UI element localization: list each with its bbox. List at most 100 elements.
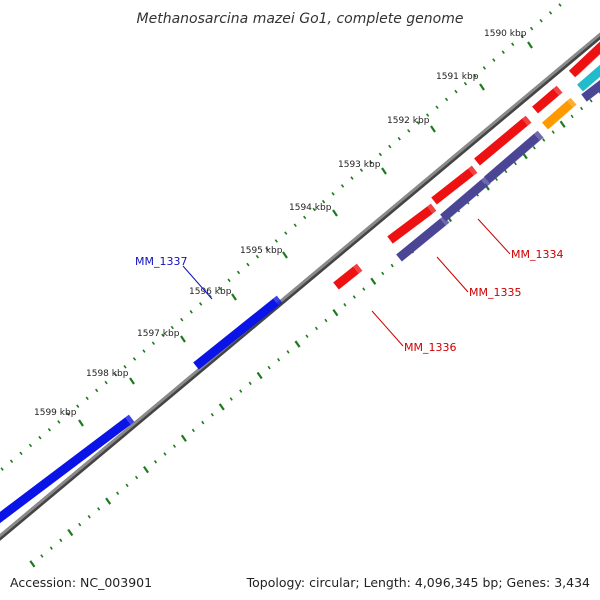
minor-tick — [104, 380, 108, 385]
minor-tick — [229, 397, 233, 401]
gene-forward-1[interactable] — [0, 414, 135, 529]
minor-tick — [49, 546, 53, 550]
minor-tick — [425, 113, 430, 117]
minor-tick — [589, 98, 593, 103]
minor-tick — [548, 11, 553, 15]
tick-label: 1599 kbp — [34, 408, 77, 418]
minor-tick — [246, 262, 250, 267]
gene-red-4[interactable] — [532, 85, 563, 114]
gene-features — [0, 37, 600, 529]
minor-tick — [76, 404, 80, 408]
accession-text: Accession: NC_003901 — [10, 575, 152, 590]
minor-tick — [435, 105, 439, 110]
minor-tick — [85, 396, 89, 401]
major-tick — [370, 277, 377, 285]
minor-tick — [303, 215, 307, 220]
minor-tick — [38, 435, 42, 440]
minor-tick — [217, 286, 222, 290]
gene-orange[interactable] — [542, 97, 577, 130]
gene-red-3[interactable] — [474, 115, 532, 166]
minor-tick — [47, 427, 52, 432]
minor-tick — [66, 412, 70, 416]
minor-tick — [340, 184, 345, 188]
minor-tick — [277, 358, 281, 362]
minor-tick — [210, 412, 214, 417]
minor-tick — [95, 388, 99, 393]
minor-tick — [473, 74, 477, 78]
major-tick — [180, 434, 187, 442]
minor-tick — [125, 483, 129, 488]
minor-tick — [151, 341, 156, 346]
gene-purple-2[interactable] — [440, 176, 491, 222]
tick-labels: 1590 kbp 1591 kbp 1592 kbp 1593 kbp 1594 kbp… — [34, 29, 527, 418]
gene-red-5[interactable] — [568, 37, 600, 78]
minor-tick — [390, 263, 394, 268]
major-tick — [332, 309, 339, 317]
minor-tick — [343, 303, 347, 307]
gene-mm-1336[interactable] — [333, 263, 363, 290]
minor-tick — [580, 106, 584, 111]
label-connectors — [182, 218, 511, 347]
gene-cyan[interactable] — [577, 56, 600, 92]
gene-mm-1335[interactable] — [396, 215, 450, 262]
major-tick — [381, 167, 387, 175]
minor-tick — [352, 295, 356, 299]
gene-label-mm-1334[interactable]: MM_1334 — [511, 248, 563, 261]
minor-tick — [542, 138, 546, 142]
minor-tick — [267, 365, 271, 370]
major-tick — [294, 340, 301, 348]
tick-label: 1592 kbp — [387, 116, 430, 126]
tick-label: 1591 kbp — [436, 72, 479, 82]
minor-tick — [199, 302, 203, 306]
major-tick — [282, 251, 288, 259]
minor-tick — [19, 451, 23, 456]
major-tick — [256, 371, 263, 380]
tick-label: 1594 kbp — [289, 203, 332, 213]
minor-tick — [539, 18, 543, 23]
connector-mm-1334 — [477, 218, 511, 255]
major-tick — [332, 209, 338, 217]
minor-tick — [312, 207, 316, 212]
minor-tick — [40, 554, 44, 558]
minor-tick — [381, 271, 385, 276]
minor-tick — [511, 42, 515, 47]
minor-tick — [388, 144, 392, 149]
minor-tick — [570, 114, 574, 119]
gene-label-mm-1335[interactable]: MM_1335 — [469, 286, 521, 299]
minor-tick — [532, 146, 536, 150]
minor-tick — [551, 130, 555, 134]
gene-mm-1337[interactable] — [193, 295, 283, 370]
minor-tick — [314, 326, 319, 331]
connector-mm-1335 — [436, 256, 469, 293]
minor-tick — [142, 349, 146, 353]
gene-label-mm-1336[interactable]: MM_1336 — [404, 341, 456, 354]
minor-tick — [180, 317, 184, 322]
minor-tick — [170, 325, 174, 330]
map-title: Methanosarcina mazei Go1, complete genom… — [137, 11, 464, 27]
gene-label-mm-1337[interactable]: MM_1337 — [135, 255, 187, 268]
connector-mm-1336 — [371, 310, 404, 347]
major-tick — [105, 497, 112, 505]
major-tick — [29, 560, 36, 568]
minor-tick — [236, 270, 241, 275]
minor-tick — [444, 97, 449, 102]
minor-tick — [274, 239, 278, 243]
major-tick — [479, 83, 485, 91]
minor-tick — [331, 191, 335, 196]
genome-backbone — [0, 32, 600, 541]
minor-tick — [163, 452, 167, 456]
gene-red-1[interactable] — [387, 203, 437, 244]
minor-tick — [116, 491, 120, 495]
minor-tick — [153, 460, 158, 464]
minor-tick — [378, 152, 382, 157]
minor-tick — [113, 372, 118, 377]
gene-red-2[interactable] — [431, 165, 478, 205]
gene-purple-4[interactable] — [581, 72, 600, 102]
major-tick — [218, 403, 225, 411]
connector-mm-1337 — [182, 265, 213, 300]
minor-tick — [28, 443, 33, 448]
gene-mm-1334[interactable] — [484, 130, 544, 184]
tick-label: 1596 kbp — [189, 287, 232, 297]
